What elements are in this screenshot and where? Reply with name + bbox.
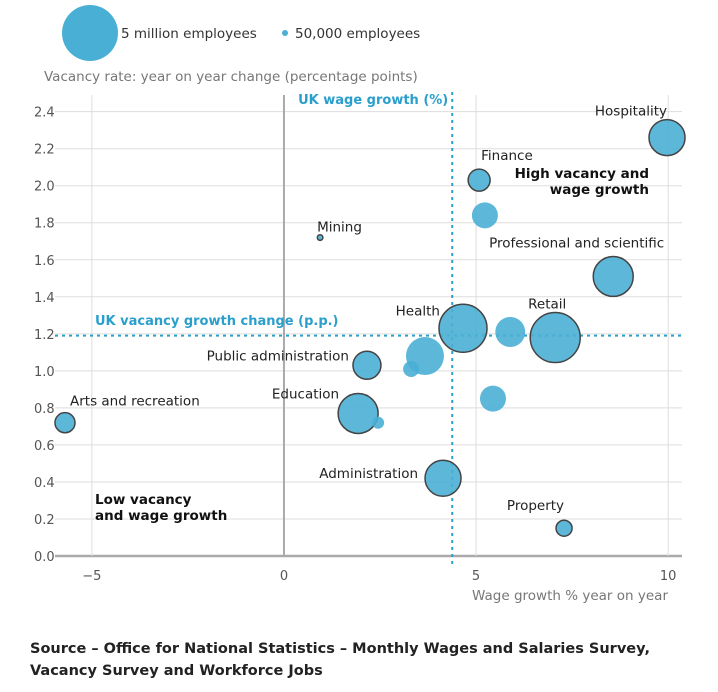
wage-growth-reference-label: UK wage growth (%) — [298, 93, 448, 108]
bubble-label: Professional and scientific — [489, 235, 664, 251]
bubble-public-administration[interactable] — [352, 350, 382, 381]
bubble-hospitality[interactable] — [648, 118, 686, 157]
bubble-retail[interactable] — [529, 311, 581, 364]
source-note: Source – Office for National Statistics … — [30, 641, 650, 679]
legend-label-small: 50,000 employees — [295, 26, 420, 42]
x-axis-label: Wage growth % year on year — [472, 588, 668, 604]
y-tick-label: 0.6 — [34, 439, 55, 454]
x-tick-label: 0 — [280, 569, 288, 584]
legend-bubble-large — [62, 5, 118, 61]
size-legend: 5 million employees 50,000 employees — [62, 5, 420, 61]
x-tick-label: −5 — [82, 569, 101, 584]
y-tick-label: 0.0 — [34, 550, 55, 565]
bubble-finance[interactable] — [467, 168, 491, 192]
bubble-health[interactable] — [438, 303, 488, 354]
y-tick-label: 1.2 — [34, 328, 55, 343]
x-tick-label: 5 — [472, 569, 480, 584]
bubble[interactable] — [471, 202, 498, 229]
bubble-label: Property — [507, 498, 564, 514]
bubble-arts-and-recreation[interactable] — [54, 411, 76, 434]
bubble-label: Arts and recreation — [70, 394, 200, 410]
y-tick-label: 1.6 — [34, 254, 55, 269]
bubble-property[interactable] — [555, 519, 573, 537]
bubble-education[interactable] — [337, 392, 379, 435]
y-tick-label: 1.8 — [34, 217, 55, 232]
bubble-mining[interactable] — [316, 234, 324, 242]
bubble-label: Mining — [317, 220, 362, 236]
y-tick-label: 0.4 — [34, 476, 55, 491]
y-tick-label: 0.2 — [34, 513, 55, 528]
y-tick-label: 2.2 — [34, 143, 55, 158]
y-tick-label: 0.8 — [34, 402, 55, 417]
y-tick-label: 1.0 — [34, 365, 55, 380]
bubble-administration[interactable] — [424, 459, 462, 498]
bubble-chart: 5 million employees 50,000 employees Vac… — [34, 5, 686, 604]
bubble[interactable] — [372, 416, 385, 429]
y-tick-label: 1.4 — [34, 291, 55, 306]
y-tick-label: 2.4 — [34, 106, 55, 121]
y-tick-label: 2.0 — [34, 180, 55, 195]
bubble-label: Health — [396, 303, 440, 319]
vacancy-growth-reference-label: UK vacancy growth change (p.p.) — [95, 314, 339, 329]
quadrant-label-high: wage growth — [550, 182, 649, 198]
y-axis-label: Vacancy rate: year on year change (perce… — [44, 69, 418, 85]
legend-label-large: 5 million employees — [121, 26, 257, 42]
x-tick-label: 10 — [660, 569, 677, 584]
bubble-label: Public administration — [207, 348, 349, 364]
bubble-label: Finance — [481, 148, 533, 164]
legend-bubble-small — [282, 30, 288, 36]
quadrant-label-high: High vacancy and — [515, 166, 649, 182]
bubble[interactable] — [479, 385, 506, 412]
bubble-label: Education — [272, 386, 339, 402]
quadrant-label-low: and wage growth — [95, 508, 227, 524]
quadrant-label-low: Low vacancy — [95, 492, 192, 508]
bubble[interactable] — [495, 317, 526, 347]
bubble-label: Retail — [528, 297, 566, 313]
bubble[interactable] — [403, 360, 420, 378]
bubble-label: Hospitality — [595, 104, 667, 120]
bubble-professional-and-scientific[interactable] — [592, 255, 634, 298]
bubble-label: Administration — [319, 466, 418, 482]
